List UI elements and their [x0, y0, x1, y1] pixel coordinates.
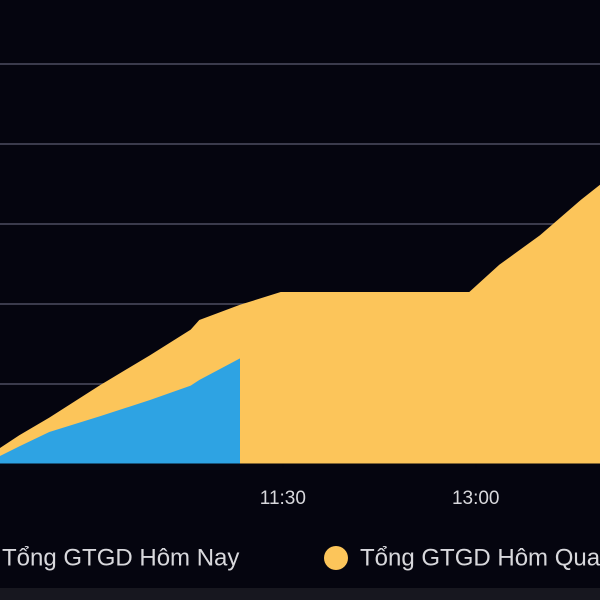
footer-bar	[0, 588, 600, 600]
area	[0, 184, 600, 465]
legend-label: Tổng GTGD Hôm Qua	[360, 544, 600, 571]
legend-label: Tổng GTGD Hôm Nay	[2, 544, 239, 571]
x-tick-label: 13:00	[452, 488, 500, 509]
area	[0, 358, 240, 464]
x-tick-label: 11:30	[260, 488, 306, 509]
legend-marker	[324, 546, 348, 570]
